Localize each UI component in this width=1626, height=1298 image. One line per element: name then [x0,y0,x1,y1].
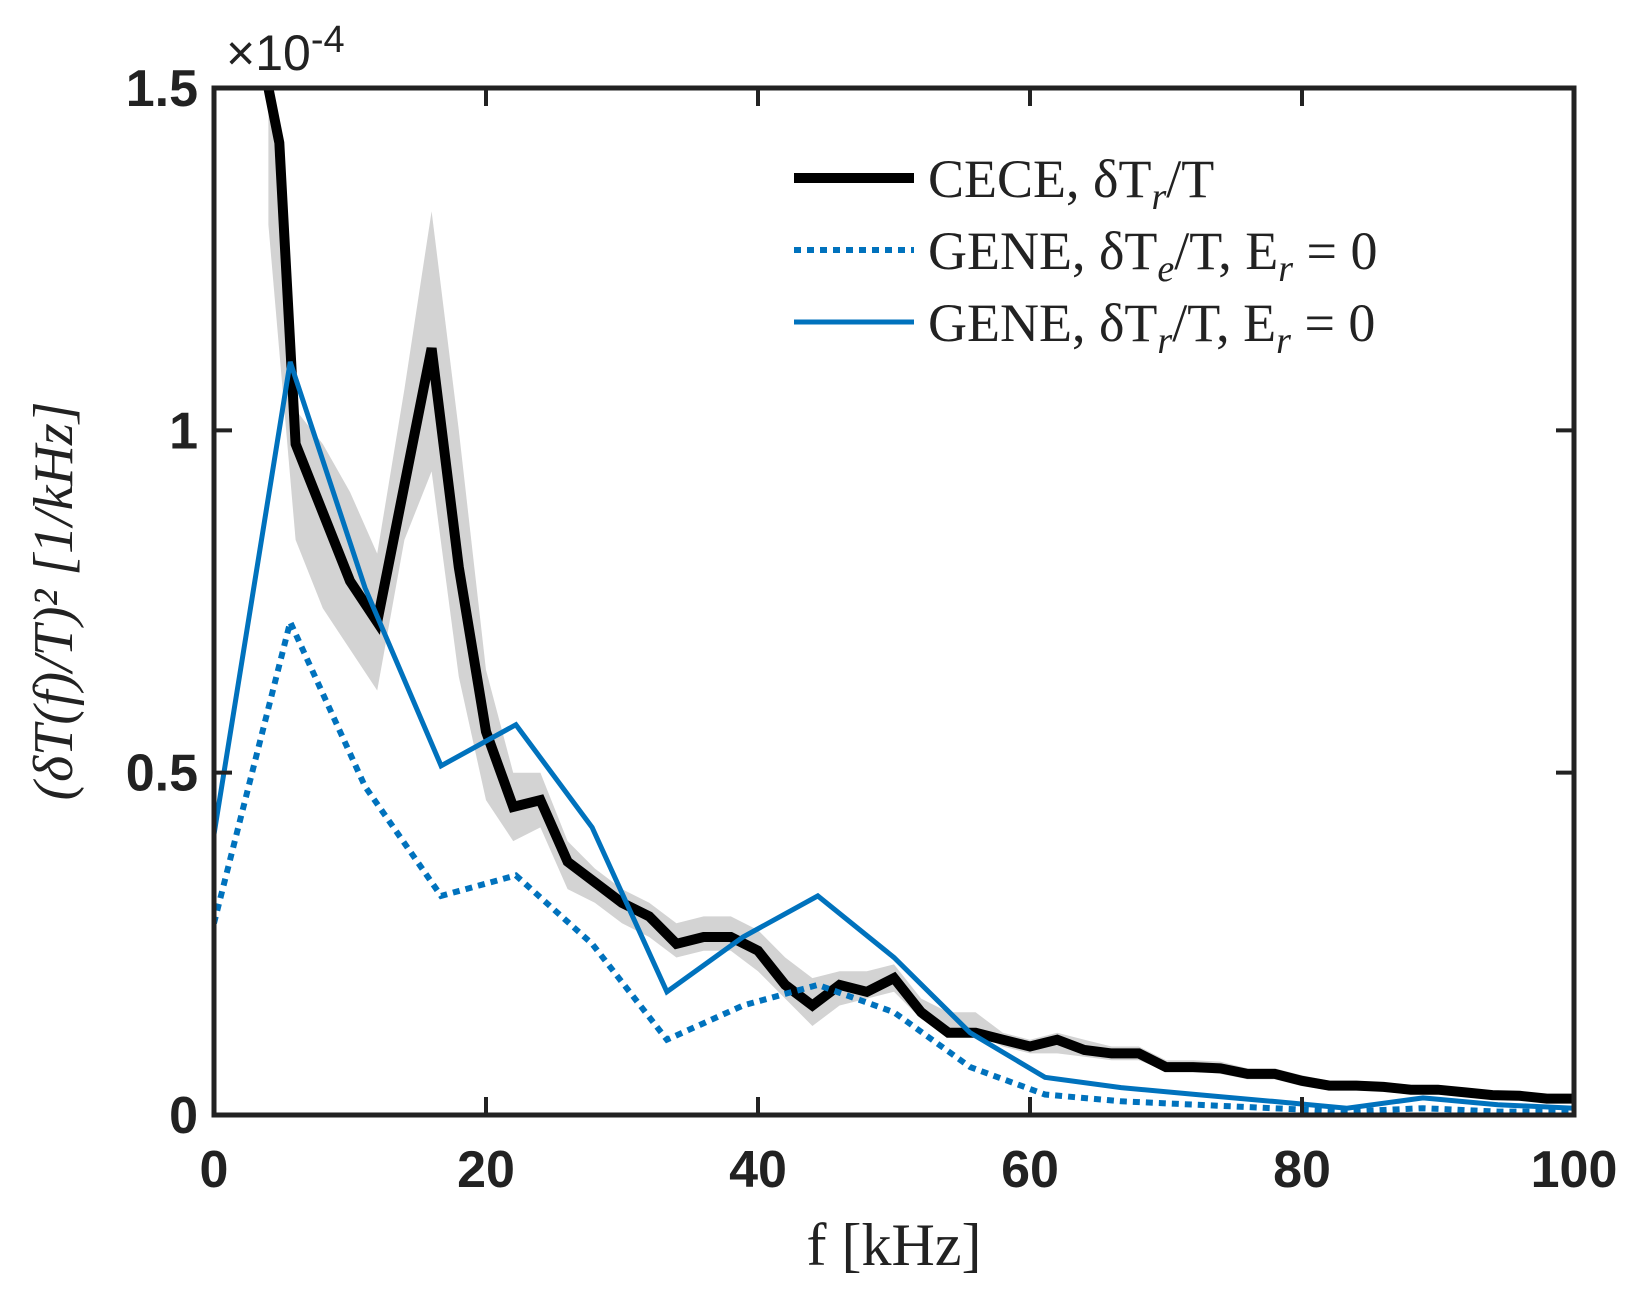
x-tick-label: 80 [1273,1141,1331,1199]
exponent-label: ×10-4 [226,19,345,81]
x-tick-label: 100 [1531,1141,1618,1199]
legend-text-part: r [1278,248,1293,290]
x-tick-label: 60 [1001,1141,1059,1199]
exponent-power: -4 [311,19,345,61]
y-tick-label: 0.5 [126,745,198,803]
legend-entry-label: GENE, δTe/T, Er = 0 [928,221,1378,290]
y-axis-label: (δT(f)/T)² [1/kHz] [23,401,85,800]
legend-text-part: r [1151,176,1166,218]
y-tick-label: 0 [169,1087,198,1145]
y-tick-label: 1 [169,402,198,460]
x-tick-label: 0 [200,1141,229,1199]
exponent-base: ×10 [226,25,311,81]
y-tick-labels: 0 0.5 1 1.5 [126,60,198,1145]
legend-text-part: r [1157,320,1172,362]
x-tick-label: 40 [729,1141,787,1199]
legend-text-part: GENE, δT [928,221,1157,281]
legend-text-part: = 0 [1291,293,1375,353]
series-layer [214,88,1574,1115]
legend-text-part: /T, E [1174,221,1278,281]
legend-text-part: /T [1166,149,1214,209]
x-tick-labels: 0 20 40 60 80 100 [200,1141,1618,1199]
cece-series-line [263,88,1574,1104]
legend-entry-label: CECE, δTr/T [928,149,1214,218]
tick-marks [212,86,1576,1117]
x-axis-label: f [kHz] [807,1212,982,1278]
y-tick-label: 1.5 [126,60,198,118]
legend-text-part: = 0 [1293,221,1377,281]
legend-text-part: r [1276,320,1291,362]
gene-radiation-series-line [214,361,1574,1111]
legend-text-part: /T, E [1172,293,1276,353]
gene-electron-series-line [214,612,1574,1115]
legend-text-part: e [1157,248,1174,290]
legend-entry-label: GENE, δTr/T, Er = 0 [928,293,1375,362]
legend-text-part: CECE, δT [928,149,1151,209]
plot-frame [211,85,1577,1118]
legend-text-part: GENE, δT [928,293,1157,353]
x-tick-label: 20 [457,1141,515,1199]
